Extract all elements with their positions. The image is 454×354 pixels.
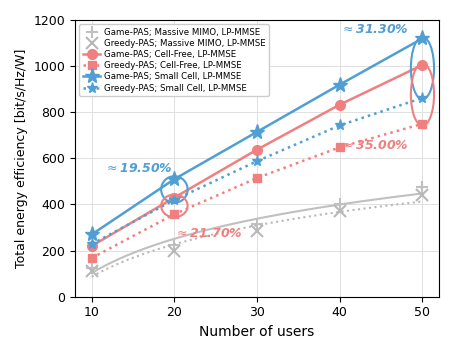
Greedy-PAS; Cell-Free, LP-MMSE <box>172 212 177 216</box>
Greedy-PAS; Cell-Free, LP-MMSE <box>254 176 260 180</box>
Game-PAS; Massive MIMO, LP-MMSE <box>172 243 177 247</box>
Greedy-PAS; Cell-Free, LP-MMSE <box>420 122 425 126</box>
Line: Greedy-PAS; Cell-Free, LP-MMSE: Greedy-PAS; Cell-Free, LP-MMSE <box>88 120 427 262</box>
Game-PAS; Small Cell, LP-MMSE <box>89 232 94 236</box>
Line: Game-PAS; Cell-Free, LP-MMSE: Game-PAS; Cell-Free, LP-MMSE <box>87 60 427 251</box>
Text: $\approx$31.30%: $\approx$31.30% <box>340 23 409 36</box>
Greedy-PAS; Small Cell, LP-MMSE <box>420 96 425 100</box>
Greedy-PAS; Cell-Free, LP-MMSE <box>89 256 94 260</box>
Greedy-PAS; Small Cell, LP-MMSE <box>172 198 177 202</box>
Greedy-PAS; Massive MIMO, LP-MMSE <box>337 209 342 213</box>
Game-PAS; Massive MIMO, LP-MMSE <box>254 222 260 226</box>
Line: Greedy-PAS; Massive MIMO, LP-MMSE: Greedy-PAS; Massive MIMO, LP-MMSE <box>86 190 428 277</box>
Greedy-PAS; Small Cell, LP-MMSE <box>337 123 342 127</box>
Game-PAS; Cell-Free, LP-MMSE <box>172 195 177 200</box>
Game-PAS; Small Cell, LP-MMSE <box>337 82 342 87</box>
Text: $\approx$21.70%: $\approx$21.70% <box>174 227 243 240</box>
Greedy-PAS; Massive MIMO, LP-MMSE <box>172 249 177 253</box>
Game-PAS; Cell-Free, LP-MMSE <box>254 148 260 152</box>
Greedy-PAS; Small Cell, LP-MMSE <box>254 159 260 163</box>
Game-PAS; Massive MIMO, LP-MMSE <box>420 185 425 189</box>
Game-PAS; Cell-Free, LP-MMSE <box>89 244 94 248</box>
Greedy-PAS; Massive MIMO, LP-MMSE <box>89 269 94 274</box>
Greedy-PAS; Massive MIMO, LP-MMSE <box>254 229 260 233</box>
Game-PAS; Small Cell, LP-MMSE <box>420 36 425 41</box>
Text: $\approx$19.50%: $\approx$19.50% <box>104 162 173 175</box>
X-axis label: Number of users: Number of users <box>199 325 315 339</box>
Greedy-PAS; Small Cell, LP-MMSE <box>89 242 94 246</box>
Line: Game-PAS; Small Cell, LP-MMSE: Game-PAS; Small Cell, LP-MMSE <box>84 31 430 242</box>
Greedy-PAS; Cell-Free, LP-MMSE <box>337 145 342 149</box>
Game-PAS; Small Cell, LP-MMSE <box>254 130 260 134</box>
Text: $\approx$35.00%: $\approx$35.00% <box>340 139 409 152</box>
Game-PAS; Massive MIMO, LP-MMSE <box>89 266 94 270</box>
Legend: Game-PAS; Massive MIMO, LP-MMSE, Greedy-PAS; Massive MIMO, LP-MMSE, Game-PAS; Ce: Game-PAS; Massive MIMO, LP-MMSE, Greedy-… <box>79 24 269 96</box>
Greedy-PAS; Massive MIMO, LP-MMSE <box>420 193 425 198</box>
Game-PAS; Massive MIMO, LP-MMSE <box>337 202 342 207</box>
Game-PAS; Cell-Free, LP-MMSE <box>420 63 425 67</box>
Y-axis label: Total energy efficiency [bit/s/Hz/W]: Total energy efficiency [bit/s/Hz/W] <box>15 48 28 268</box>
Line: Greedy-PAS; Small Cell, LP-MMSE: Greedy-PAS; Small Cell, LP-MMSE <box>86 92 428 250</box>
Game-PAS; Small Cell, LP-MMSE <box>172 177 177 181</box>
Line: Game-PAS; Massive MIMO, LP-MMSE: Game-PAS; Massive MIMO, LP-MMSE <box>86 182 428 273</box>
Game-PAS; Cell-Free, LP-MMSE <box>337 103 342 107</box>
